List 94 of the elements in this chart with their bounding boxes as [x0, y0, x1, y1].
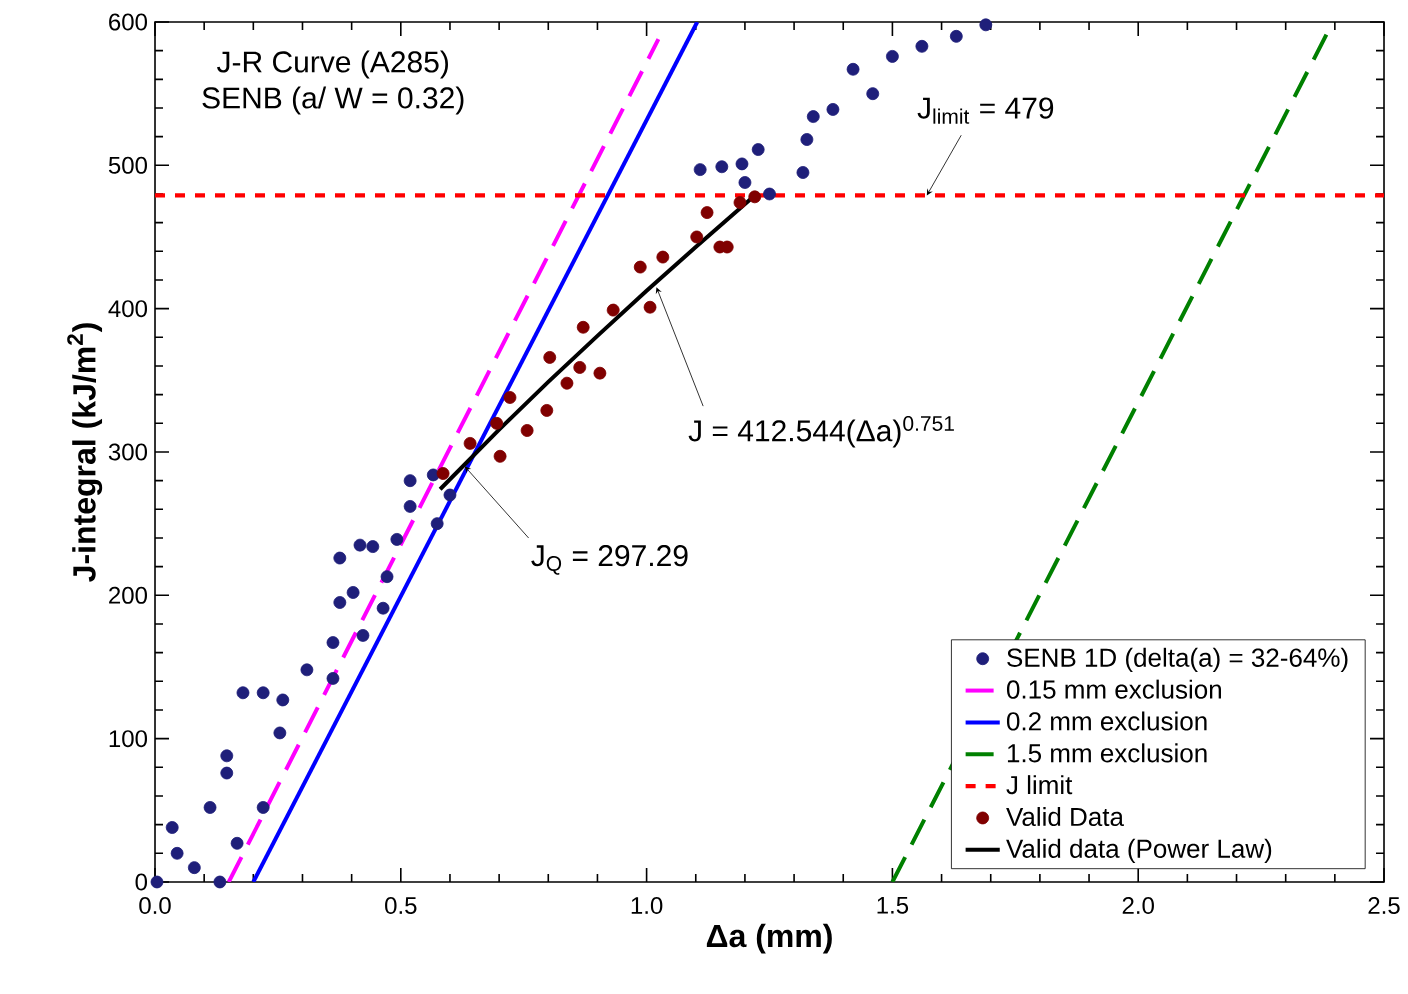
point: [846, 62, 860, 76]
annotation: J-R Curve (A285): [216, 50, 448, 79]
y-tick-label: 400: [108, 300, 148, 318]
point: [220, 749, 234, 763]
x-tick-label: 2.0: [1122, 897, 1154, 915]
point: [915, 39, 929, 53]
point: [763, 187, 776, 201]
point: [735, 157, 749, 171]
point: [800, 133, 814, 146]
point: [346, 586, 360, 599]
point: [430, 517, 444, 531]
point: [806, 110, 820, 123]
legend-label: 0.15 mm exclusion: [1006, 679, 1221, 699]
point: [203, 801, 217, 814]
legend-label: J limit: [1006, 775, 1073, 795]
point: [690, 230, 704, 244]
point: [300, 663, 314, 677]
point: [236, 686, 250, 700]
point: [276, 693, 290, 707]
point: [353, 538, 367, 552]
x-tick-label: 1.5: [877, 897, 909, 914]
point: [187, 861, 201, 875]
point: [606, 303, 620, 317]
point: [436, 467, 450, 480]
point: [543, 350, 557, 364]
y-axis-title: J-integral (kJ/m$^{2}$): [67, 323, 103, 582]
legend-label: SENB 1D (delta(a) = 32-64%): [1007, 647, 1348, 673]
point: [593, 366, 607, 380]
point: [326, 672, 340, 685]
point: [443, 488, 457, 502]
point: [560, 376, 574, 390]
point: [733, 196, 747, 209]
x-tick-label: 1.0: [631, 897, 663, 915]
point: [463, 436, 477, 450]
point: [256, 801, 270, 814]
point: [220, 766, 234, 780]
legend-label: Valid Data: [1006, 806, 1124, 827]
point: [326, 636, 340, 650]
point: [643, 300, 657, 314]
x-axis-title: Δa (mm): [706, 923, 832, 954]
point: [273, 726, 287, 740]
point: [390, 533, 404, 546]
point: [715, 160, 729, 174]
point: [656, 250, 670, 264]
legend-label: Valid data (Power Law): [1006, 838, 1272, 864]
x-tick-label: 0.0: [139, 897, 171, 915]
point: [376, 601, 390, 615]
point: [520, 424, 534, 437]
x-tick-label: 2.5: [1368, 897, 1400, 915]
legend-label: 1.5 mm exclusion: [1007, 743, 1207, 763]
point: [949, 29, 963, 43]
annotation: J$_{limit}$ = 479: [917, 97, 1054, 124]
y-tick-label: 0: [135, 873, 148, 891]
y-tick-label: 500: [108, 156, 148, 174]
point: [503, 391, 517, 404]
point: [826, 103, 840, 116]
point: [751, 143, 765, 156]
point: [366, 540, 380, 553]
point: [576, 320, 590, 334]
point: [165, 821, 179, 834]
point: [493, 449, 507, 463]
point: [256, 686, 270, 700]
y-tick-label: 100: [109, 730, 148, 748]
point: [866, 87, 880, 101]
point: [490, 416, 504, 430]
annotation: J = 412.544(Δa)$^{0.751}$: [688, 416, 954, 448]
point: [693, 163, 707, 177]
point: [633, 260, 647, 274]
point: [403, 474, 417, 488]
y-tick-label: 600: [109, 13, 148, 31]
point: [333, 596, 347, 609]
annotation: SENB (a/ W = 0.32): [202, 86, 464, 115]
point: [150, 875, 164, 889]
point: [738, 176, 752, 189]
point: [886, 49, 899, 63]
point: [540, 404, 554, 417]
point: [380, 570, 394, 584]
x-tick-label: 0.5: [385, 897, 417, 915]
point: [170, 846, 184, 860]
annotation: J$_{Q}$ = 297.29: [531, 545, 688, 575]
point: [213, 875, 227, 889]
point: [573, 361, 587, 374]
point: [796, 166, 810, 179]
y-tick-label: 300: [108, 443, 148, 461]
point: [979, 18, 993, 32]
point: [403, 500, 417, 513]
point: [333, 551, 347, 565]
point: [230, 836, 244, 850]
point: [748, 190, 762, 204]
point: [700, 206, 714, 220]
point: [426, 468, 440, 482]
legend-label: 0.2 mm exclusion: [1006, 711, 1207, 731]
y-tick-label: 200: [109, 586, 148, 604]
point: [356, 629, 370, 642]
